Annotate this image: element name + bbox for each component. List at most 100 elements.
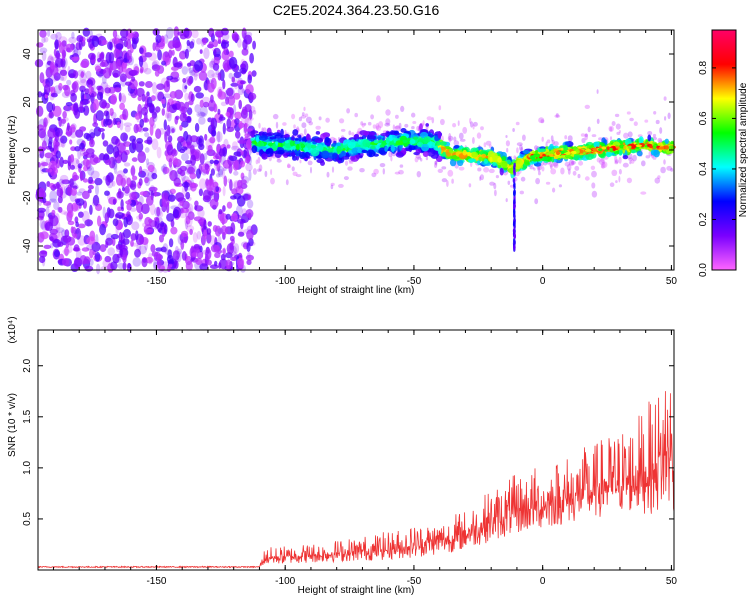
spectrogram-blob bbox=[616, 131, 621, 135]
spectrogram-blob bbox=[38, 255, 46, 264]
spectrogram-blob bbox=[139, 166, 143, 175]
spectrogram-blob bbox=[138, 212, 143, 220]
spectrogram-blob bbox=[372, 124, 377, 129]
spectrogram-blob bbox=[358, 136, 364, 140]
spectrogram-blob bbox=[106, 233, 113, 241]
spectrogram-blob bbox=[179, 200, 184, 207]
spectrogram-blob bbox=[237, 139, 246, 144]
spectrogram-blob bbox=[667, 112, 671, 120]
spectrogram-blob bbox=[226, 87, 234, 97]
spectrogram-blob bbox=[629, 160, 632, 165]
spectrogram-blob bbox=[231, 76, 236, 83]
spectrogram-blob bbox=[186, 62, 192, 67]
colorbar-ticks: 0.0 0.2 0.4 0.6 0.8 bbox=[698, 61, 736, 277]
spectrogram-blob bbox=[240, 160, 245, 168]
spectrogram-blob bbox=[217, 91, 227, 100]
spectrogram-blob bbox=[117, 206, 122, 212]
spectrogram-blob bbox=[71, 31, 75, 39]
spectrogram-blob bbox=[131, 76, 136, 82]
spectrogram-blob bbox=[104, 87, 111, 94]
spectrogram-blob bbox=[66, 122, 70, 132]
spectrogram-blob bbox=[361, 123, 365, 128]
spectrogram-blob bbox=[73, 80, 81, 86]
spectrogram-blob bbox=[373, 168, 379, 175]
spectrogram-blob bbox=[226, 144, 231, 149]
spectrogram-blob bbox=[39, 30, 47, 38]
colorbar-gradient bbox=[712, 30, 736, 270]
spectrogram-blobs bbox=[34, 26, 676, 275]
spectrogram-panel: -150 -100 -50 0 50 -40 -20 0 20 40 Height of str… bbox=[7, 26, 677, 296]
spectrogram-blob bbox=[363, 122, 367, 126]
spectrogram-blob bbox=[177, 167, 183, 175]
spectrogram-blob bbox=[653, 111, 657, 115]
spectrogram-blob bbox=[257, 168, 262, 172]
spectrogram-blob bbox=[118, 92, 122, 102]
spectrogram-blob bbox=[51, 226, 59, 232]
x-tick-label: -150 bbox=[146, 276, 166, 287]
spectrogram-blob bbox=[284, 129, 287, 135]
spectrogram-blob bbox=[641, 160, 646, 167]
spectrogram-blob bbox=[362, 139, 371, 148]
spectrogram-blob bbox=[205, 248, 212, 260]
spectrogram-blob bbox=[600, 164, 604, 169]
spectrogram-blob bbox=[272, 113, 279, 120]
spectrogram-blob bbox=[139, 235, 145, 245]
spectrogram-blob bbox=[166, 213, 175, 222]
spectrogram-blob bbox=[58, 36, 68, 45]
spectrogram-blob bbox=[415, 148, 422, 154]
spectrogram-blob bbox=[138, 245, 147, 255]
spectrogram-blob bbox=[513, 245, 516, 251]
spectrogram-blob bbox=[304, 113, 309, 117]
spectrogram-blob bbox=[393, 136, 397, 144]
spectrogram-blob bbox=[156, 146, 162, 159]
spectrogram-blob bbox=[494, 189, 497, 197]
spectrogram-blob bbox=[513, 170, 516, 176]
spectrogram-blob bbox=[152, 112, 158, 123]
spectrogram-blob bbox=[203, 219, 207, 230]
spectrogram-blob bbox=[198, 138, 203, 144]
spectrogram-blob bbox=[48, 214, 54, 227]
spectrogram-blob bbox=[657, 175, 661, 180]
spectrogram-blob bbox=[91, 241, 101, 252]
spectrogram-blob bbox=[217, 249, 223, 254]
spectrogram-blob bbox=[574, 165, 580, 171]
spectrogram-blob bbox=[208, 106, 215, 111]
spectrogram-blob bbox=[314, 137, 324, 144]
spectrogram-blob bbox=[228, 50, 234, 58]
spectrogram-blob bbox=[480, 126, 484, 131]
spectrogram-blob bbox=[347, 166, 353, 171]
spectrogram-blob bbox=[72, 204, 81, 210]
spectrogram-blob bbox=[572, 170, 577, 176]
spectrogram-blob bbox=[522, 134, 526, 141]
spectrogram-blob bbox=[144, 52, 153, 58]
spectrogram-blob bbox=[185, 191, 191, 200]
spectrogram-blob bbox=[155, 128, 162, 139]
spectrogram-blob bbox=[308, 121, 314, 126]
spectrogram-blob bbox=[535, 177, 540, 185]
spectrogram-blob bbox=[513, 214, 516, 220]
spectrogram-blob bbox=[457, 120, 460, 127]
spectrogram-blob bbox=[167, 135, 173, 143]
spectrogram-blob bbox=[553, 141, 559, 147]
spectrogram-blob bbox=[571, 160, 576, 165]
spectrogram-blob bbox=[219, 114, 224, 119]
spectrogram-blob bbox=[85, 153, 93, 158]
spectrogram-blob bbox=[69, 139, 73, 145]
spectrogram-blob bbox=[135, 110, 141, 116]
spectrogram-blob bbox=[248, 92, 257, 100]
spectrogram-blob bbox=[227, 87, 236, 100]
spectrogram-blob bbox=[211, 129, 217, 137]
spectrogram-blob bbox=[240, 172, 245, 180]
spectrogram-blob bbox=[596, 118, 600, 125]
spectrogram-blob bbox=[177, 197, 186, 203]
spectrogram-blob bbox=[346, 108, 350, 114]
spectrogram-blob bbox=[55, 150, 61, 159]
spectrogram-blob bbox=[331, 166, 335, 173]
spectrogram-blob bbox=[394, 171, 401, 175]
spectrogram-blob bbox=[90, 170, 100, 179]
spectrogram-blob bbox=[194, 200, 199, 207]
spectrogram-blob bbox=[351, 132, 355, 136]
spectrogram-blob bbox=[343, 176, 349, 181]
spectrogram-blob bbox=[120, 132, 128, 142]
spectrogram-blob bbox=[188, 67, 194, 74]
